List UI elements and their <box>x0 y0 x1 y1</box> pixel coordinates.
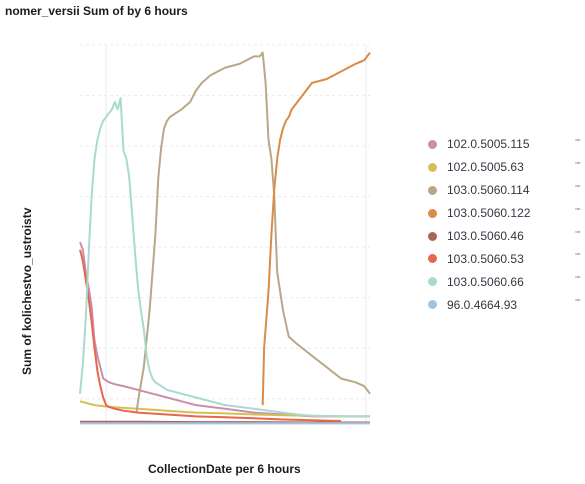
legend-item[interactable]: 103.0.5060.46 ▫▫▫ <box>428 225 585 248</box>
series-line-5 <box>79 249 342 422</box>
legend-swatch <box>428 277 437 287</box>
legend-item[interactable]: 103.0.5060.114 ▫▫▫ <box>428 179 585 202</box>
legend-label: 96.0.4664.93 <box>447 297 518 312</box>
legend-swatch <box>428 300 437 310</box>
legend-swatch <box>428 254 437 264</box>
legend-swatch <box>428 208 437 218</box>
legend-label: 102.0.5005.115 <box>447 137 530 152</box>
legend-label: 102.0.5005.63 <box>447 160 524 175</box>
legend-more-icon[interactable]: ▫▫▫ <box>575 251 581 259</box>
legend-more-icon[interactable]: ▫▫▫ <box>575 297 581 305</box>
legend-item[interactable]: 103.0.5060.66 ▫▫▫ <box>428 270 585 293</box>
legend-more-icon[interactable]: ▫▫▫ <box>575 228 581 236</box>
chart-title: nomer_versii Sum of by 6 hours <box>5 4 188 18</box>
legend-swatch <box>428 231 437 241</box>
legend-more-icon[interactable]: ▫▫▫ <box>575 182 581 190</box>
legend-label: 103.0.5060.122 <box>447 206 531 221</box>
legend-swatch <box>428 185 437 195</box>
legend-more-icon[interactable]: ▫▫▫ <box>575 159 581 167</box>
legend-item[interactable]: 102.0.5005.63 ▫▫▫ <box>428 156 585 179</box>
legend-item[interactable]: 96.0.4664.93 ▫▫▫ <box>428 293 585 316</box>
legend-label: 103.0.5060.66 <box>447 274 524 289</box>
series-line-2 <box>135 51 371 413</box>
legend-swatch <box>428 162 437 172</box>
legend-item[interactable]: 103.0.5060.122 ▫▫▫ <box>428 202 585 225</box>
legend-more-icon[interactable]: ▫▫▫ <box>575 205 581 213</box>
series-layer <box>79 51 371 425</box>
legend-item[interactable]: 102.0.5005.115 ▫▫▫ <box>428 133 585 156</box>
series-line-3 <box>261 51 371 406</box>
legend-swatch <box>428 139 437 149</box>
legend-item[interactable]: 103.0.5060.53 ▫▫▫ <box>428 247 585 270</box>
legend-more-icon[interactable]: ▫▫▫ <box>575 274 581 282</box>
legend-label: 103.0.5060.114 <box>447 183 530 198</box>
legend: 102.0.5005.115 ▫▫▫ 102.0.5005.63 ▫▫▫ 103.0.5… <box>428 133 585 316</box>
series-line-6 <box>79 97 370 418</box>
legend-label: 103.0.5060.53 <box>447 251 524 266</box>
legend-more-icon[interactable]: ▫▫▫ <box>575 137 581 144</box>
x-axis-label: CollectionDate per 6 hours <box>148 462 301 476</box>
legend-label: 103.0.5060.46 <box>447 229 524 243</box>
series-line-0 <box>79 241 370 418</box>
